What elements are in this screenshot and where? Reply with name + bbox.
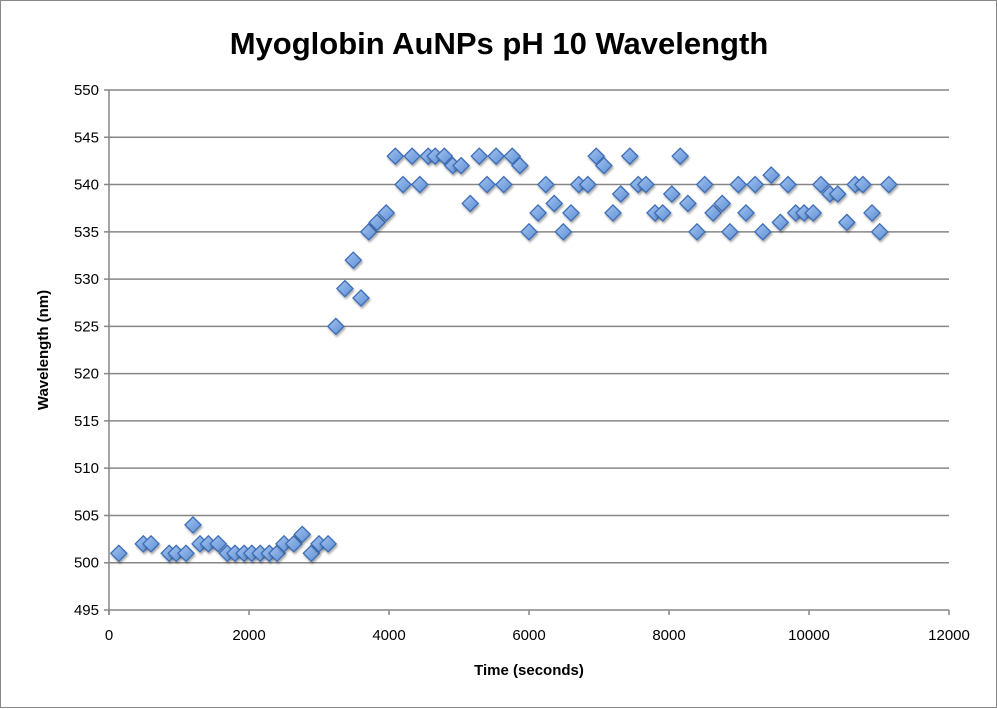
data-point — [529, 203, 548, 222]
data-point — [879, 175, 898, 194]
x-tick-label: 8000 — [652, 627, 685, 644]
x-tick-label: 6000 — [512, 627, 545, 644]
y-tick-label: 515 — [74, 413, 99, 430]
x-tick-label: 4000 — [372, 627, 405, 644]
data-point — [344, 251, 363, 270]
data-point — [470, 147, 489, 166]
data-point — [394, 175, 412, 194]
data-point — [368, 213, 387, 232]
data-point — [352, 289, 370, 307]
x-tick-label: 12000 — [928, 627, 970, 644]
data-point — [837, 213, 856, 232]
data-point — [487, 147, 506, 166]
data-point — [545, 194, 564, 213]
data-point — [435, 147, 454, 166]
data-point — [177, 544, 195, 563]
data-point — [184, 515, 202, 534]
data-point — [326, 317, 345, 336]
y-tick-label: 505 — [74, 507, 99, 524]
data-point — [695, 175, 714, 194]
data-point — [587, 147, 606, 166]
data-point — [359, 222, 378, 241]
data-point — [554, 222, 573, 241]
data-point — [578, 175, 597, 194]
data-point — [403, 147, 422, 166]
data-point — [671, 147, 690, 166]
data-point — [386, 147, 405, 166]
data-point — [688, 222, 706, 241]
data-point — [319, 534, 338, 553]
data-point — [510, 156, 529, 175]
y-tick-label: 495 — [74, 602, 99, 619]
data-point — [863, 203, 881, 222]
data-point — [746, 175, 765, 194]
data-point — [604, 203, 622, 222]
chart-title: Myoglobin AuNPs pH 10 Wavelength — [230, 26, 769, 61]
y-tick-label: 530 — [74, 271, 99, 288]
data-point — [335, 279, 354, 298]
data-point — [594, 156, 613, 175]
data-point — [503, 147, 522, 166]
data-point — [461, 194, 480, 213]
data-point — [142, 534, 160, 553]
data-point — [753, 222, 772, 241]
y-axis-label: Wavelength (nm) — [35, 290, 52, 410]
data-point — [562, 203, 580, 222]
x-tick-label: 2000 — [232, 627, 265, 644]
x-axis-label: Time (seconds) — [474, 662, 584, 679]
data-point — [737, 203, 755, 222]
x-tick-label: 10000 — [788, 627, 830, 644]
data-point — [720, 222, 739, 241]
data-point — [520, 222, 538, 241]
data-point — [779, 175, 797, 194]
data-point — [653, 203, 672, 222]
data-point — [853, 175, 872, 194]
data-point — [713, 194, 732, 213]
y-tick-label: 520 — [74, 366, 99, 383]
data-point — [452, 156, 471, 175]
data-point — [377, 203, 396, 222]
data-point — [410, 175, 429, 194]
data-point — [704, 203, 723, 222]
data-point — [284, 534, 303, 553]
data-point — [109, 544, 128, 563]
data-point — [662, 185, 681, 203]
data-point — [209, 534, 228, 553]
y-tick-label: 510 — [74, 460, 99, 477]
data-point — [302, 544, 321, 563]
y-tick-label: 535 — [74, 224, 99, 241]
data-point — [811, 175, 830, 194]
data-point — [636, 175, 655, 194]
x-axis-ticks: 0 2000 4000 6000 8000 10000 12000 — [105, 627, 970, 644]
data-series — [109, 147, 898, 563]
data-point — [828, 185, 847, 203]
data-point — [762, 166, 781, 185]
data-point — [536, 175, 555, 194]
y-tick-label: 550 — [74, 82, 99, 99]
data-point — [611, 185, 630, 203]
data-point — [729, 175, 748, 194]
data-point — [870, 222, 889, 241]
data-point — [620, 147, 639, 166]
y-tick-label: 500 — [74, 555, 99, 572]
data-point — [494, 175, 513, 194]
gridlines — [104, 89, 950, 615]
data-point — [678, 194, 697, 213]
y-tick-label: 540 — [74, 177, 99, 194]
y-tick-label: 525 — [74, 318, 99, 335]
data-point — [478, 175, 496, 194]
y-axis-ticks: 495 500 505 510 515 520 525 530 535 540 545 550 — [74, 82, 99, 619]
data-point — [804, 203, 823, 222]
x-tick-label: 0 — [105, 627, 113, 644]
data-point — [293, 525, 312, 544]
y-tick-label: 545 — [74, 129, 99, 146]
data-point — [771, 213, 790, 232]
